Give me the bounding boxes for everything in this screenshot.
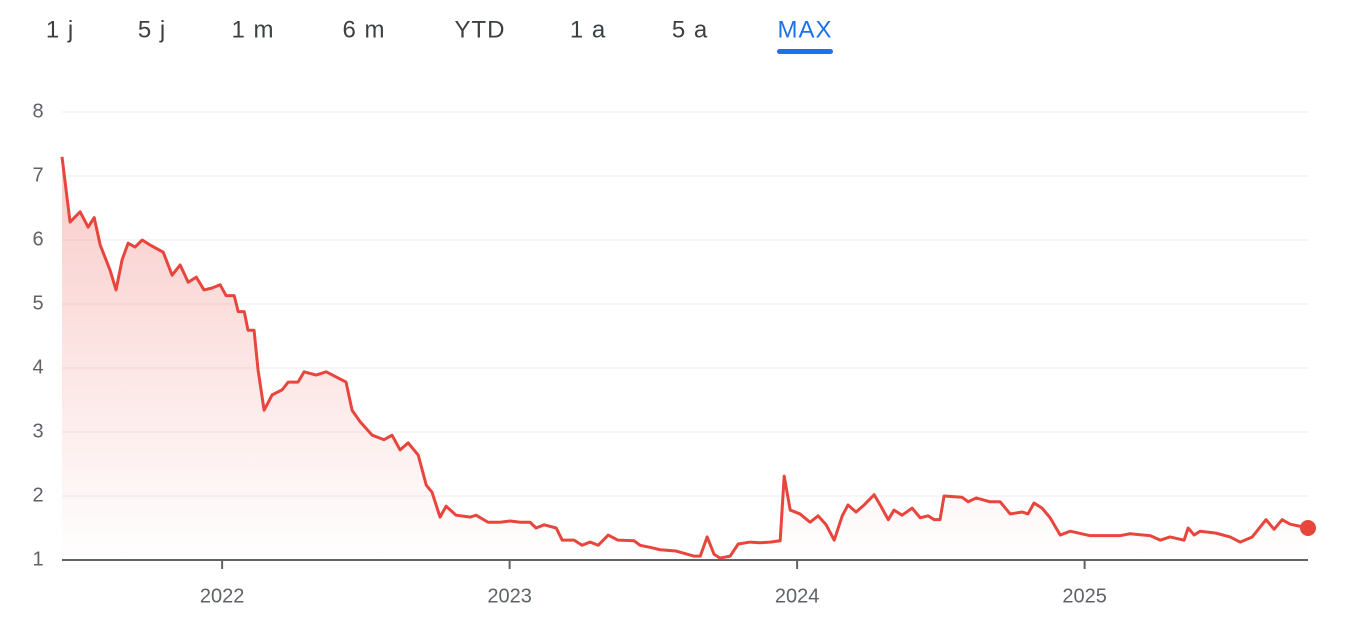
y-tick-label: 6 xyxy=(32,228,43,250)
y-tick-label: 1 xyxy=(32,548,43,570)
range-tab[interactable]: MAX xyxy=(777,16,832,43)
range-tab[interactable]: 1 m xyxy=(231,16,274,43)
price-area xyxy=(62,156,1308,561)
x-tick-label: 2023 xyxy=(487,585,532,607)
active-tab-indicator xyxy=(777,49,833,54)
range-tab[interactable]: YTD xyxy=(455,16,506,43)
y-tick-label: 4 xyxy=(32,356,43,378)
last-point xyxy=(1300,520,1316,536)
range-tab[interactable]: 5 a xyxy=(672,16,708,43)
range-tab[interactable]: 6 m xyxy=(342,16,385,43)
range-tab[interactable]: 1 a xyxy=(570,16,606,43)
y-tick-label: 7 xyxy=(32,164,43,186)
y-tick-label: 5 xyxy=(32,292,43,314)
price-line xyxy=(60,156,1309,560)
y-tick-label: 2 xyxy=(32,484,43,506)
x-tick-label: 2022 xyxy=(200,585,245,607)
range-tab[interactable]: 5 j xyxy=(138,16,166,43)
x-tick-label: 2024 xyxy=(775,585,820,607)
range-tab[interactable]: 1 j xyxy=(46,16,74,43)
y-tick-label: 3 xyxy=(32,420,43,442)
x-tick-label: 2025 xyxy=(1062,585,1107,607)
y-tick-label: 8 xyxy=(32,100,43,122)
